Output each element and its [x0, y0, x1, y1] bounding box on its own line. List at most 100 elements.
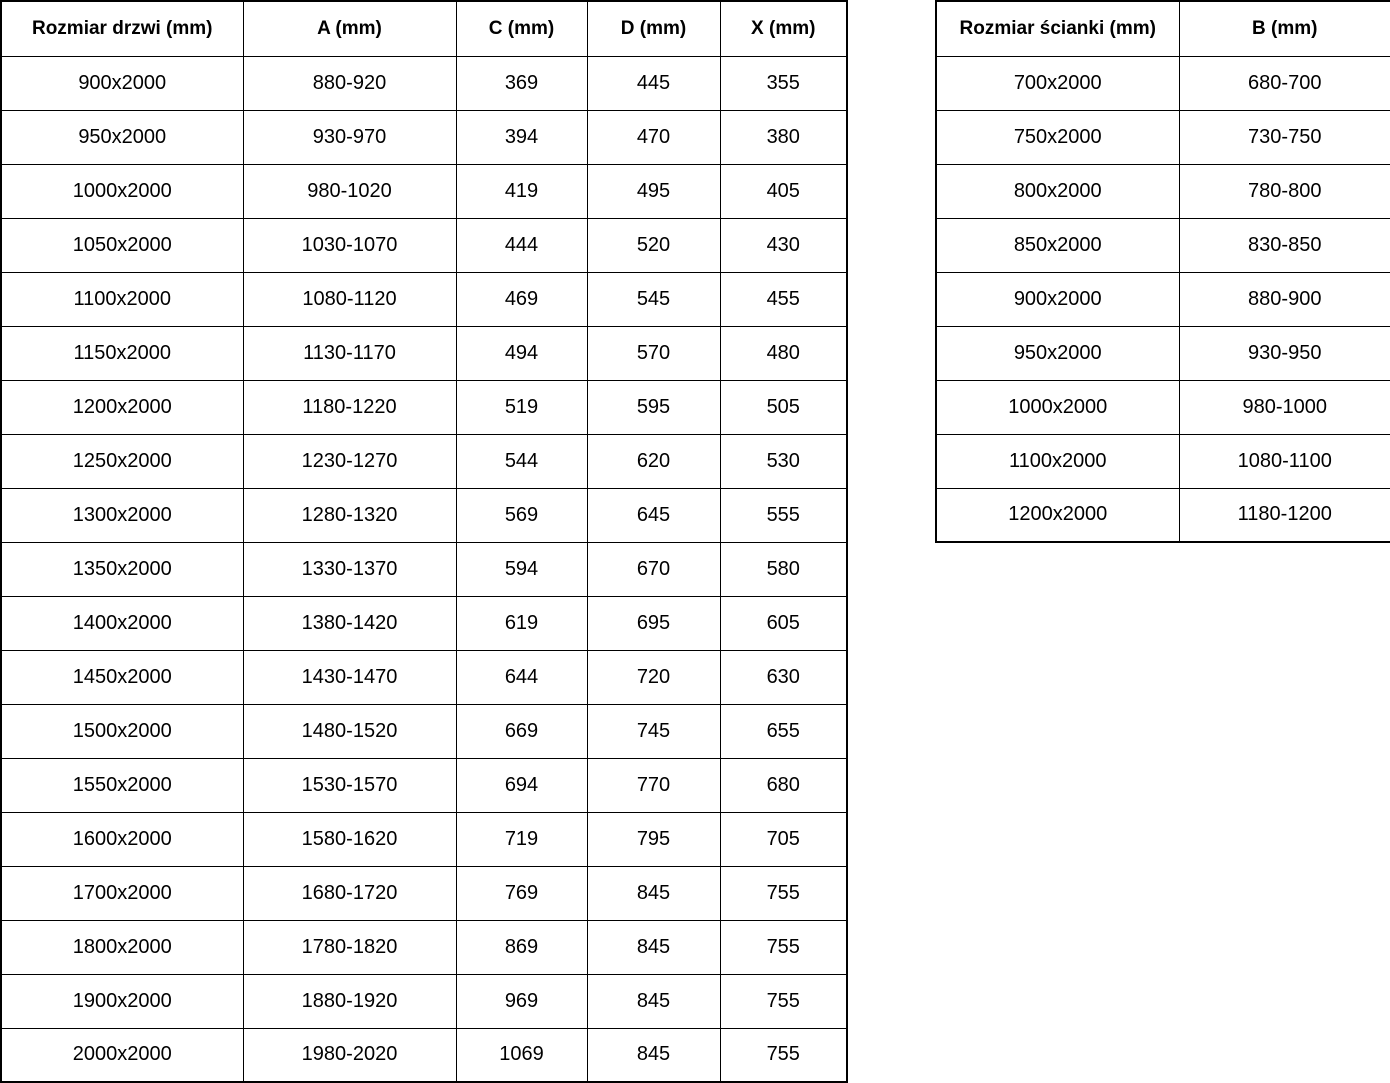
table-cell: 900x2000 [935, 271, 1180, 327]
table-cell: 845 [586, 919, 721, 975]
table-row: 1050x2000 1030-1070 444 520 430 [0, 217, 848, 273]
table-cell: 1250x2000 [0, 433, 244, 489]
table-cell: 1700x2000 [0, 865, 244, 921]
table-cell: 1000x2000 [935, 379, 1180, 435]
table-cell: 670 [586, 541, 721, 597]
table-row: 950x2000 930-950 [935, 325, 1390, 381]
table-row: 900x2000 880-920 369 445 355 [0, 55, 848, 111]
table-cell: 930-950 [1178, 325, 1390, 381]
table-cell: 1080-1120 [242, 271, 457, 327]
table-row: 1100x2000 1080-1100 [935, 433, 1390, 489]
table-cell: 1580-1620 [242, 811, 457, 867]
table-cell: 1300x2000 [0, 487, 244, 543]
door-size-table: Rozmiar drzwi (mm) A (mm) C (mm) D (mm) X (m… [0, 0, 848, 1083]
table-cell: 405 [719, 163, 848, 219]
table-cell: 1280-1320 [242, 487, 457, 543]
table-cell: 555 [719, 487, 848, 543]
table-cell: 780-800 [1178, 163, 1390, 219]
table-cell: 494 [455, 325, 588, 381]
table-cell: 980-1020 [242, 163, 457, 219]
table-row: 1400x2000 1380-1420 619 695 605 [0, 595, 848, 651]
table-cell: 1200x2000 [0, 379, 244, 435]
column-header: A (mm) [242, 0, 457, 57]
table-row: 700x2000 680-700 [935, 55, 1390, 111]
table-cell: 1380-1420 [242, 595, 457, 651]
table-cell: 644 [455, 649, 588, 705]
table-cell: 880-900 [1178, 271, 1390, 327]
table-cell: 470 [586, 109, 721, 165]
table-cell: 469 [455, 271, 588, 327]
table-row: 1100x2000 1080-1120 469 545 455 [0, 271, 848, 327]
table-cell: 1450x2000 [0, 649, 244, 705]
table-cell: 869 [455, 919, 588, 975]
table-cell: 1550x2000 [0, 757, 244, 813]
table-cell: 620 [586, 433, 721, 489]
table-cell: 755 [719, 1027, 848, 1083]
table-cell: 495 [586, 163, 721, 219]
table-cell: 580 [719, 541, 848, 597]
table-cell: 845 [586, 1027, 721, 1083]
table-cell: 830-850 [1178, 217, 1390, 273]
table-cell: 1130-1170 [242, 325, 457, 381]
table-cell: 505 [719, 379, 848, 435]
column-header: Rozmiar drzwi (mm) [0, 0, 244, 57]
table-cell: 1030-1070 [242, 217, 457, 273]
table-cell: 755 [719, 865, 848, 921]
table-cell: 900x2000 [0, 55, 244, 111]
table-cell: 730-750 [1178, 109, 1390, 165]
table-cell: 1880-1920 [242, 973, 457, 1029]
table-row: 900x2000 880-900 [935, 271, 1390, 327]
table-row: 1450x2000 1430-1470 644 720 630 [0, 649, 848, 705]
table-cell: 745 [586, 703, 721, 759]
table-cell: 369 [455, 55, 588, 111]
table-cell: 594 [455, 541, 588, 597]
column-header: B (mm) [1178, 0, 1390, 57]
table-cell: 755 [719, 919, 848, 975]
table-cell: 530 [719, 433, 848, 489]
table-cell: 520 [586, 217, 721, 273]
column-header: D (mm) [586, 0, 721, 57]
table-row: 1550x2000 1530-1570 694 770 680 [0, 757, 848, 813]
table-cell: 1150x2000 [0, 325, 244, 381]
door-table-header-row: Rozmiar drzwi (mm) A (mm) C (mm) D (mm) X (m… [0, 0, 848, 57]
table-row: 1350x2000 1330-1370 594 670 580 [0, 541, 848, 597]
table-cell: 769 [455, 865, 588, 921]
table-cell: 1400x2000 [0, 595, 244, 651]
table-cell: 1480-1520 [242, 703, 457, 759]
table-cell: 1500x2000 [0, 703, 244, 759]
table-cell: 1680-1720 [242, 865, 457, 921]
table-row: 1250x2000 1230-1270 544 620 530 [0, 433, 848, 489]
column-header: X (mm) [719, 0, 848, 57]
table-cell: 445 [586, 55, 721, 111]
table-row: 1000x2000 980-1020 419 495 405 [0, 163, 848, 219]
table-cell: 655 [719, 703, 848, 759]
table-cell: 755 [719, 973, 848, 1029]
table-row: 1600x2000 1580-1620 719 795 705 [0, 811, 848, 867]
table-cell: 1530-1570 [242, 757, 457, 813]
table-cell: 1800x2000 [0, 919, 244, 975]
table-cell: 880-920 [242, 55, 457, 111]
table-cell: 1080-1100 [1178, 433, 1390, 489]
table-cell: 570 [586, 325, 721, 381]
table-row: 750x2000 730-750 [935, 109, 1390, 165]
table-row: 950x2000 930-970 394 470 380 [0, 109, 848, 165]
table-cell: 394 [455, 109, 588, 165]
table-cell: 1050x2000 [0, 217, 244, 273]
table-cell: 700x2000 [935, 55, 1180, 111]
table-cell: 1430-1470 [242, 649, 457, 705]
table-cell: 430 [719, 217, 848, 273]
table-cell: 605 [719, 595, 848, 651]
table-cell: 1180-1220 [242, 379, 457, 435]
table-row: 1300x2000 1280-1320 569 645 555 [0, 487, 848, 543]
table-cell: 720 [586, 649, 721, 705]
table-row: 850x2000 830-850 [935, 217, 1390, 273]
table-cell: 1069 [455, 1027, 588, 1083]
table-cell: 1780-1820 [242, 919, 457, 975]
table-cell: 1350x2000 [0, 541, 244, 597]
table-row: 1700x2000 1680-1720 769 845 755 [0, 865, 848, 921]
table-row: 1000x2000 980-1000 [935, 379, 1390, 435]
table-cell: 669 [455, 703, 588, 759]
table-cell: 680-700 [1178, 55, 1390, 111]
table-cell: 705 [719, 811, 848, 867]
table-cell: 795 [586, 811, 721, 867]
